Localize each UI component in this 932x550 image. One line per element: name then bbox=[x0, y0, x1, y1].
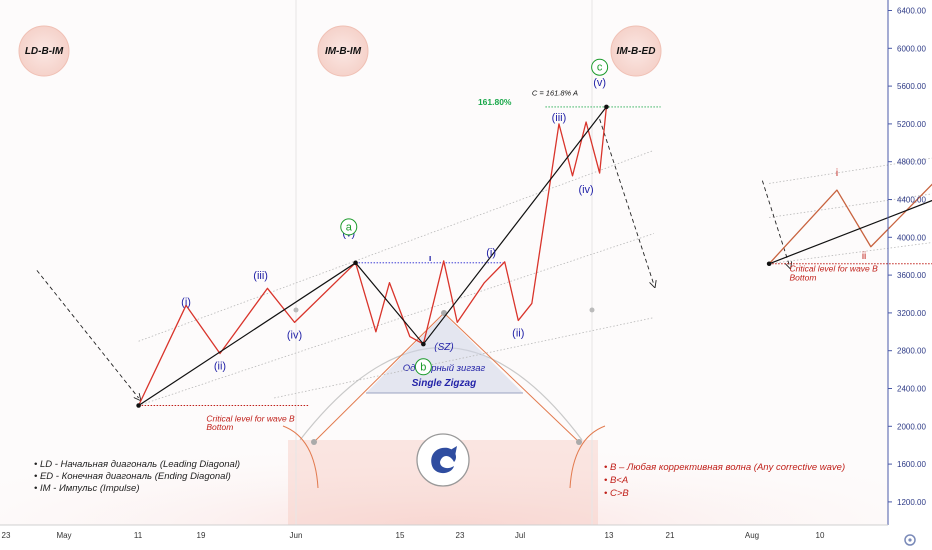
circled-label-ring bbox=[340, 218, 358, 236]
wave-label: ii bbox=[862, 251, 866, 262]
panel-title: LD-B-IM bbox=[25, 46, 64, 57]
wave-label: (iii) bbox=[552, 112, 567, 124]
diagram-abbr: (SZ) bbox=[434, 342, 453, 353]
panel-title-bubble bbox=[610, 25, 662, 77]
y-tick-label: 5600.00 bbox=[897, 82, 926, 91]
wave-label: (iv) bbox=[287, 329, 302, 341]
wave-label: (ii) bbox=[512, 328, 524, 340]
ratio-label: C = 161.8% A bbox=[532, 89, 578, 98]
diagram-name-en: Single Zigzag bbox=[412, 378, 476, 389]
x-tick-label: 15 bbox=[396, 531, 405, 540]
wave-pivot-point bbox=[136, 403, 141, 408]
circled-wave-label: b bbox=[420, 361, 426, 373]
y-tick-label: 3200.00 bbox=[897, 309, 926, 318]
x-tick-label: 10 bbox=[816, 531, 825, 540]
panel-2: IM-B-EDı(i)(ii)(iii)(iv)(v)(i)(ii)(iii)(… bbox=[610, 25, 662, 77]
trend-arrow bbox=[36, 270, 139, 398]
panel-0: LD-B-IM ı (i) (ii) (iii) (iv) (v) (i) (ii) (iii) (… bbox=[18, 25, 661, 432]
critical-level-label: Critical level for wave B bbox=[206, 414, 295, 424]
legend-left-item: • ED - Конечная диагональ (Ending Diagon… bbox=[34, 471, 231, 482]
diagram-name-ru: Одинарный зигзаг bbox=[403, 363, 486, 374]
retrace-marker: ı bbox=[429, 253, 432, 263]
wave-panels: LD-B-IM ı (i) (ii) (iii) (iv) (v) (i) (ii) (iii) (… bbox=[18, 25, 932, 432]
x-tick-label: 19 bbox=[197, 531, 206, 540]
panel-title-bubble bbox=[18, 25, 70, 77]
channel-line bbox=[138, 149, 655, 342]
y-tick-label: 5200.00 bbox=[897, 120, 926, 129]
y-tick-label: 2400.00 bbox=[897, 385, 926, 394]
brand-logo bbox=[416, 433, 470, 487]
legend-left-item: • LD - Начальная диагональ (Leading Diag… bbox=[34, 459, 240, 470]
subwave-path bbox=[138, 106, 608, 406]
trend-arrow bbox=[761, 180, 789, 266]
y-tick-label: 6000.00 bbox=[897, 44, 926, 53]
y-tick-label: 4400.00 bbox=[897, 196, 926, 205]
x-tick-label: Aug bbox=[745, 531, 759, 540]
y-tick-label: 2000.00 bbox=[897, 422, 926, 431]
main-wave-path bbox=[138, 106, 607, 407]
wave-label: (v) bbox=[593, 77, 606, 89]
panel-title-bubble bbox=[317, 25, 369, 77]
circled-label-ring bbox=[591, 58, 609, 76]
y-tick-label: 1200.00 bbox=[897, 498, 926, 507]
wave-label: i bbox=[836, 168, 838, 179]
y-axis: 6400.00 6000.00 5600.00 5200.00 4800.00 4400.… bbox=[887, 0, 926, 525]
circled-wave-label: c bbox=[597, 62, 603, 74]
y-tick-label: 4000.00 bbox=[897, 233, 926, 242]
x-tick-label: 23 bbox=[456, 531, 465, 540]
y-tick-label: 1600.00 bbox=[897, 460, 926, 469]
wave-pivot-point bbox=[766, 261, 772, 267]
legends: • LD - Начальная диагональ (Leading Diag… bbox=[34, 459, 845, 499]
wave-label: (i) bbox=[486, 247, 496, 259]
x-tick-label: 23 bbox=[2, 531, 11, 540]
legend-right-item: • B<A bbox=[604, 475, 628, 486]
y-tick-label: 4800.00 bbox=[897, 158, 926, 167]
y-tick-label: 6400.00 bbox=[897, 7, 926, 16]
y-tick-label: 3600.00 bbox=[897, 271, 926, 280]
x-tick-label: 21 bbox=[666, 531, 675, 540]
x-tick-label: Jul bbox=[515, 531, 525, 540]
wave-label: (iv) bbox=[578, 184, 593, 196]
channel-line bbox=[274, 317, 654, 399]
critical-level-sub: Bottom bbox=[789, 272, 816, 282]
panel-1: IM-B-IMı(a)(b)(c)iiiiiiivviiiiiiivv100.0… bbox=[317, 25, 932, 282]
x-tick-label: 11 bbox=[134, 531, 143, 540]
corner-gear-icon[interactable] bbox=[904, 534, 916, 546]
wave-pivot-point bbox=[353, 260, 358, 266]
trend-arrow bbox=[599, 119, 654, 284]
legend-right-item: • B – Любая коррективная волна (Any corr… bbox=[604, 462, 845, 473]
wave-pivot-point bbox=[421, 341, 426, 347]
channel-line bbox=[138, 233, 655, 406]
critical-level-label: Critical level for wave B bbox=[789, 263, 878, 273]
subwave-path bbox=[768, 183, 932, 265]
y-tick-label: 2800.00 bbox=[897, 347, 926, 356]
wave-label: (iii) bbox=[253, 270, 268, 282]
wave-label: (ii) bbox=[214, 361, 226, 373]
circled-wave-label: a bbox=[346, 221, 353, 233]
circled-label-ring bbox=[414, 358, 432, 376]
legend-left-item: • IM - Импульс (Impulse) bbox=[34, 483, 139, 494]
panel-title: IM-B-ED bbox=[617, 46, 656, 57]
critical-level-sub: Bottom bbox=[206, 422, 233, 432]
panel-title: IM-B-IM bbox=[325, 46, 362, 57]
legend-right-item: • C>B bbox=[604, 488, 629, 499]
fib-percent-label: 161.80% bbox=[478, 97, 512, 107]
x-axis: 23 May 11 19 Jun 15 23 Jul 13 21 Aug 10 bbox=[0, 524, 888, 540]
wave-label: (i) bbox=[181, 296, 191, 308]
x-tick-label: 13 bbox=[605, 531, 614, 540]
x-tick-label: Jun bbox=[290, 531, 303, 540]
wave-pivot-point bbox=[604, 104, 609, 110]
x-tick-label: May bbox=[56, 531, 71, 540]
